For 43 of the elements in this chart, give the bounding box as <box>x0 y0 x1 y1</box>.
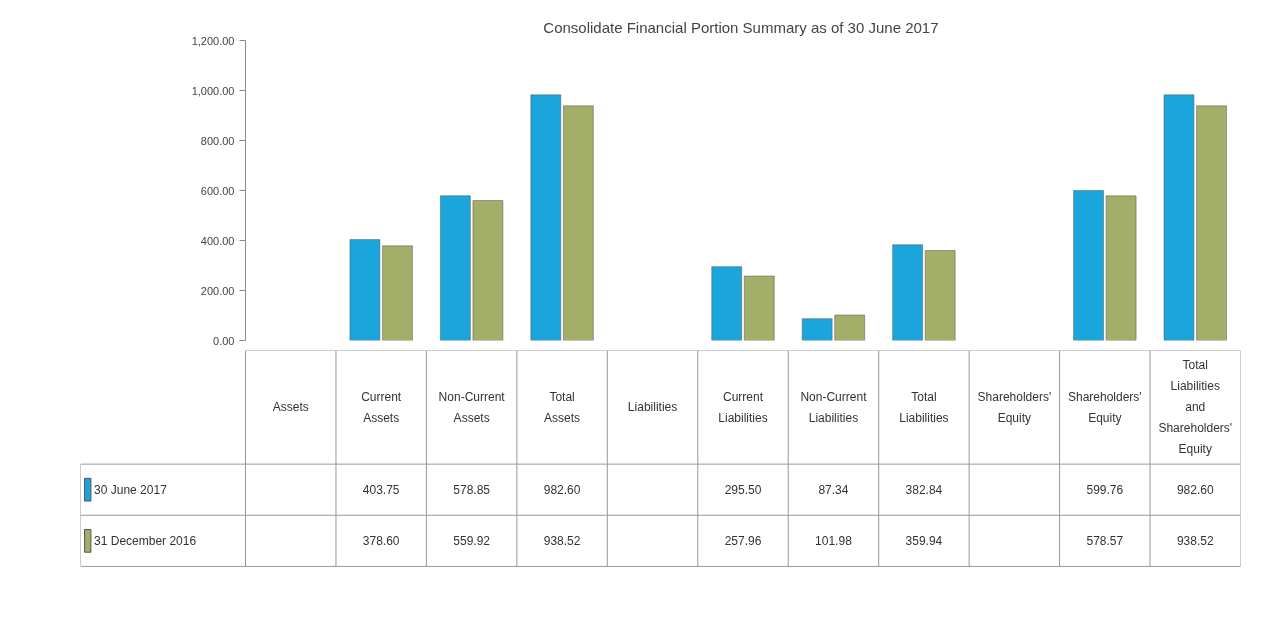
data-label: 559.92 <box>453 534 491 549</box>
bar <box>892 244 923 341</box>
x-tick-label: Shareholders' Equity <box>1067 389 1142 425</box>
data-label: 382.84 <box>905 483 943 498</box>
y-tick-label: 1,200.00 <box>191 34 235 47</box>
data-label: 578.57 <box>1086 534 1124 549</box>
y-tick-label: 1,000.00 <box>191 84 235 97</box>
bar <box>711 266 742 341</box>
data-label: 87.34 <box>818 483 849 498</box>
data-label: 982.60 <box>1176 483 1214 498</box>
y-tick-label: 200.00 <box>200 284 235 297</box>
x-tick-label: Non-Current Assets <box>438 389 506 425</box>
bar <box>924 250 956 341</box>
x-tick-label: Liabilities <box>627 400 678 415</box>
data-label: 599.76 <box>1086 483 1124 498</box>
data-label: 295.50 <box>724 483 762 498</box>
data-label: 359.94 <box>905 534 943 549</box>
x-tick-label: Shareholders' Equity <box>977 389 1052 425</box>
bar <box>530 94 562 341</box>
legend-label: 30 June 2017 <box>94 482 168 497</box>
y-tick-label: 0.00 <box>213 334 235 347</box>
x-tick-label: Non-Current Liabilities <box>800 389 868 425</box>
y-tick-label: 400.00 <box>200 234 235 247</box>
data-label: 378.60 <box>362 534 400 549</box>
data-label: 101.98 <box>815 534 853 549</box>
bar <box>744 275 775 341</box>
chart-title: Consolidate Financial Portion Summary as of 30 June 2017 <box>543 18 939 36</box>
data-label: 938.52 <box>1176 534 1214 549</box>
x-tick-label: Total Assets <box>544 389 581 425</box>
y-tick-label: 800.00 <box>200 134 235 147</box>
legend-label: 31 December 2016 <box>94 533 197 548</box>
data-label: 403.75 <box>362 483 400 498</box>
x-tick-label: Current Liabilities <box>718 389 768 425</box>
x-tick-label: Current Assets <box>361 389 402 425</box>
data-label: 578.85 <box>453 483 491 498</box>
x-tick-label: Total Liabilities and Shareholders' Equity <box>1158 358 1233 457</box>
bar <box>563 105 594 341</box>
data-label: 982.60 <box>543 483 581 498</box>
x-tick-label: Total Liabilities <box>899 389 949 425</box>
data-label: 938.52 <box>543 534 581 549</box>
y-tick-label: 600.00 <box>200 184 235 197</box>
data-label: 257.96 <box>724 534 762 549</box>
x-tick-label: Assets <box>272 400 309 415</box>
